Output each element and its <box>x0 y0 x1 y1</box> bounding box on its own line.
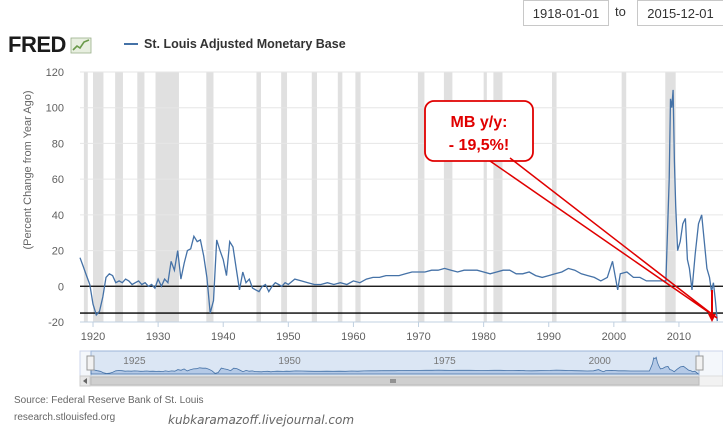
legend-swatch <box>124 42 138 45</box>
y-axis-label: (Percent Change from Year Ago) <box>22 91 34 250</box>
recession-band <box>137 72 145 322</box>
recession-band <box>115 72 123 322</box>
recession-band <box>483 72 487 322</box>
navigator-tick-label: 1975 <box>434 356 457 367</box>
y-axis-ticks: -20 0 20 40 60 80 100 120 <box>46 67 64 329</box>
y-tick-label: -20 <box>48 317 64 329</box>
annotation-line-2: - 19,5%! <box>449 137 509 154</box>
x-tick-label: 1930 <box>146 331 170 343</box>
navigator-tick-label: 2000 <box>589 356 612 367</box>
recession-band <box>417 72 425 322</box>
source-note: Source: Federal Reserve Bank of St. Loui… <box>14 395 204 406</box>
recession-band <box>93 72 104 322</box>
chart-legend: St. Louis Adjusted Monetary Base <box>124 37 346 51</box>
fred-logo-text: FRED <box>8 32 66 57</box>
x-tick-label: 1990 <box>536 331 560 343</box>
navigator-tick-label: 1950 <box>278 356 301 367</box>
recession-band <box>621 72 627 322</box>
x-tick-label: 1970 <box>406 331 430 343</box>
x-tick-label: 1920 <box>81 331 105 343</box>
x-tick-label: 2000 <box>602 331 626 343</box>
recession-band <box>355 72 361 322</box>
fred-logo-graph-icon <box>70 37 92 54</box>
x-tick-label: 1940 <box>211 331 235 343</box>
x-tick-label: 1950 <box>276 331 300 343</box>
recession-band <box>83 72 88 322</box>
navigator-tick-label: 1925 <box>123 356 146 367</box>
recession-band <box>155 72 179 322</box>
navigator-labels: 1925 1950 1975 2000 <box>123 356 611 367</box>
watermark-text: kubkaramazoff.livejournal.com <box>168 413 355 427</box>
y-tick-label: 20 <box>52 246 64 258</box>
recession-band <box>443 72 453 322</box>
y-tick-label: 60 <box>52 174 64 186</box>
recession-band <box>493 72 503 322</box>
navigator-right-handle[interactable] <box>695 355 704 371</box>
legend-series-name: St. Louis Adjusted Monetary Base <box>144 37 346 51</box>
scroll-thumb-grip-icon <box>390 379 396 383</box>
recession-band <box>206 72 214 322</box>
recession-band <box>665 72 676 322</box>
x-tick-label: 2010 <box>667 331 691 343</box>
x-tick-label: 1980 <box>471 331 495 343</box>
y-tick-label: 80 <box>52 138 64 150</box>
end-date-input[interactable]: 2015-12-01 <box>637 0 723 26</box>
fred-logo[interactable]: FRED <box>8 32 92 57</box>
scroll-left-arrow-icon <box>83 378 87 384</box>
recession-band <box>281 72 288 322</box>
navigator-left-handle[interactable] <box>86 355 95 371</box>
navigator-series-area <box>90 356 699 375</box>
annotation-callout-pointer <box>489 157 718 319</box>
annotation-box <box>424 100 534 162</box>
scrollbar[interactable] <box>79 375 723 387</box>
source-url[interactable]: research.stlouisfed.org <box>14 412 116 423</box>
y-tick-label: 120 <box>46 67 64 79</box>
y-tick-label: 100 <box>46 103 64 115</box>
recession-band <box>256 72 261 322</box>
recession-shading <box>83 72 676 322</box>
navigator[interactable]: 1925 1950 1975 2000 <box>79 350 723 377</box>
recession-band <box>551 72 557 322</box>
date-range-separator: to <box>615 4 626 19</box>
recession-band <box>311 72 317 322</box>
y-tick-label: 0 <box>58 281 64 293</box>
recession-band <box>337 72 343 322</box>
annotation: MB y/y: - 19,5%! <box>424 100 718 322</box>
x-tick-label: 1960 <box>341 331 365 343</box>
annotation-line-1: MB y/y: <box>451 114 508 131</box>
x-axis-ticks: 1920 1930 1940 1950 1960 1970 1980 1990 2000 2010 <box>81 322 691 343</box>
y-tick-label: 40 <box>52 210 64 222</box>
start-date-input[interactable]: 1918-01-01 <box>523 0 609 26</box>
series-line <box>79 89 718 322</box>
